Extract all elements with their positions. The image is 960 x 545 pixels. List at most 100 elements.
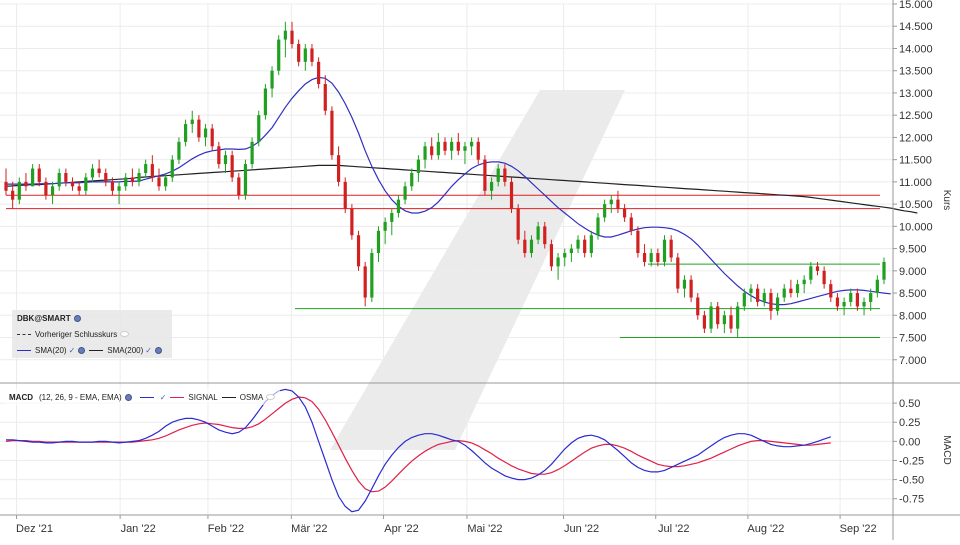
candle (197, 115, 201, 142)
candle-body (356, 235, 361, 267)
x-tick-label: Dez '21 (16, 523, 53, 535)
candle (157, 168, 161, 191)
candle (270, 66, 274, 98)
candle (356, 230, 361, 271)
y-tick-label: -0.75 (899, 494, 924, 506)
candle-body (336, 155, 341, 182)
candle (676, 253, 680, 294)
candle (303, 44, 307, 71)
candle-body (263, 88, 268, 116)
candle-body (137, 172, 141, 182)
candle-body (31, 168, 35, 187)
candle-body (164, 177, 168, 187)
candle (556, 253, 560, 280)
y-tick-label: 11.000 (899, 177, 932, 189)
y-tick-label: 15.000 (899, 0, 933, 11)
y-tick-label: 10.000 (899, 221, 933, 233)
candle (869, 288, 873, 311)
candle (237, 172, 241, 200)
candle-body (809, 266, 813, 280)
candles (4, 21, 886, 338)
candle-body (117, 186, 121, 191)
candle-body (589, 235, 593, 254)
candle (749, 284, 753, 302)
candle-body (609, 199, 613, 205)
candle (496, 164, 500, 187)
candle-body (835, 297, 840, 307)
candle-body (463, 146, 467, 151)
checkmark-icon[interactable]: ✓ (68, 345, 76, 355)
candle-body (297, 44, 301, 62)
sma200-line (5, 164, 918, 214)
candle (576, 235, 580, 254)
candle (70, 177, 75, 191)
candle (536, 221, 540, 245)
legend-prev-close-row: Vorheriger Schlusskurs (12, 326, 172, 342)
checkmark-icon[interactable]: ✓ (159, 392, 167, 402)
candle (150, 155, 154, 182)
candle (855, 288, 859, 311)
candle (144, 159, 148, 178)
settings-icon[interactable] (73, 314, 81, 322)
candle (310, 44, 314, 67)
candle (456, 132, 460, 156)
candle (396, 195, 401, 218)
visibility-icon[interactable] (266, 394, 276, 400)
candle-body (157, 177, 161, 187)
blue-line-swatch-icon (17, 349, 31, 351)
candle-body (436, 141, 440, 156)
candle (50, 181, 55, 205)
y-tick-label: 7.500 (899, 333, 927, 345)
candle (662, 235, 667, 267)
candle (636, 226, 640, 258)
candle (137, 168, 141, 187)
candle-body (862, 301, 866, 307)
settings-icon[interactable] (154, 346, 162, 354)
candle (297, 39, 301, 67)
candle (882, 257, 886, 285)
candle (762, 288, 766, 307)
candle (463, 141, 467, 165)
candle-body (689, 279, 693, 298)
candle-body (669, 239, 673, 258)
candle (290, 21, 294, 49)
x-tick-label: Mai '22 (467, 523, 502, 535)
candle (849, 288, 853, 307)
checkmark-icon[interactable]: ✓ (145, 345, 152, 355)
candle (323, 75, 327, 116)
candle (250, 137, 254, 169)
candle (370, 248, 374, 302)
x-tick-label: Sep '22 (840, 523, 877, 535)
x-tick-label: Jul '22 (658, 523, 689, 535)
candle-body (183, 124, 188, 142)
candle-body (50, 186, 55, 196)
candle (549, 239, 554, 271)
candle (283, 21, 287, 58)
candle-body (177, 141, 181, 160)
candle-body (456, 141, 460, 151)
visibility-icon[interactable] (120, 331, 130, 337)
legend-sma200: SMA(200) (107, 345, 144, 355)
settings-icon[interactable] (78, 346, 86, 354)
candle (862, 297, 866, 316)
candle (104, 168, 108, 187)
price-tick-labels: 15.000 14.500 14.000 13.500 13.000 12.500 12.0… (893, 0, 933, 367)
blue-line-swatch-icon (139, 396, 154, 398)
candle (563, 248, 567, 267)
candle (210, 124, 214, 151)
settings-icon[interactable] (124, 393, 132, 401)
candle-body (543, 226, 547, 245)
candle-body (124, 177, 128, 187)
candle-body (782, 288, 786, 298)
sma200-series (5, 164, 918, 214)
y-tick-label: 8.500 (899, 288, 927, 300)
candle-body (722, 315, 726, 325)
candle (11, 181, 15, 209)
candle-body (822, 270, 826, 285)
candle (124, 172, 128, 191)
candle-body (390, 213, 394, 222)
x-tick-label: Feb '22 (208, 523, 244, 535)
candle-body (197, 119, 201, 138)
macd-series (6, 388, 831, 513)
